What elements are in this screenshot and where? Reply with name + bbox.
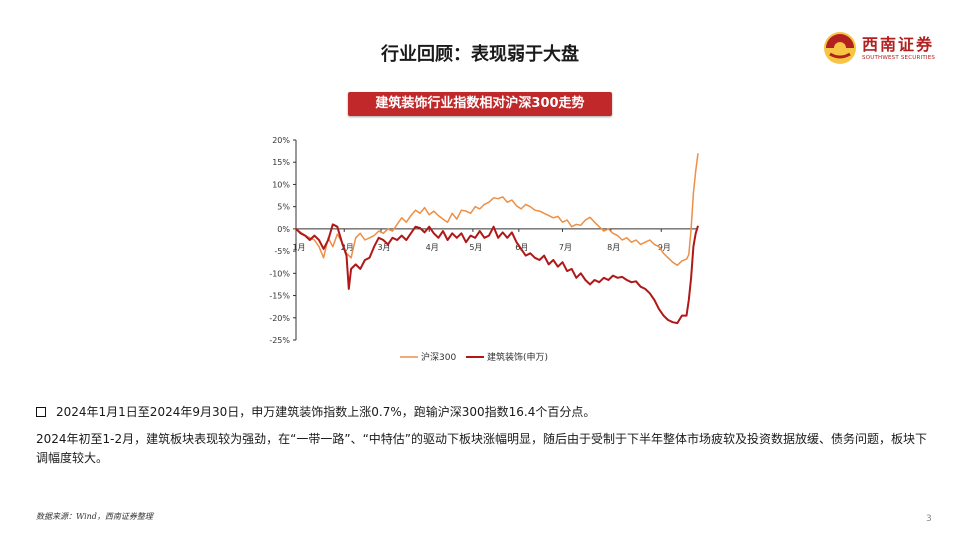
x-tick-label: 8月 [607,243,620,252]
x-tick-label: 3月 [377,243,390,252]
legend-label: 建筑装饰(申万) [487,351,548,363]
series-layer [295,153,699,325]
x-axis: 1月 2月 3月 4月 5月 6月 7月 8月 9月 [292,228,698,252]
y-tick-label: -25% [269,336,290,345]
series-line-2 [295,223,699,325]
brand-name-en: SOUTHWEST SECURITIES [862,55,936,61]
x-tick-label: 7月 [559,243,572,252]
y-tick-label: -5% [274,247,290,256]
page-number: 3 [926,514,932,524]
x-tick-label: 1月 [292,243,305,252]
y-tick-label: 5% [277,203,290,212]
square-bullet-icon [36,407,46,417]
y-tick-label: 15% [272,158,290,167]
x-tick-label: 4月 [426,243,439,252]
relative-performance-chart: 20% 15% 10% 5% 0% -5% -10% -15% -20% -25% 1月 2月 3月 4… [269,136,699,363]
summary-bullet-text: 2024年1月1日至2024年9月30日，申万建筑装饰指数上涨0.7%，跑输沪深… [56,405,596,419]
analysis-paragraph: 2024年初至1-2月，建筑板块表现较为强劲，在“一带一路”、“中特估”的驱动下… [36,432,928,465]
brand-name-cn: 西南证券 [862,35,935,54]
series-line-1 [295,153,699,267]
y-tick-label: -20% [269,314,290,323]
y-tick-label: -10% [269,269,290,278]
chart-legend: 沪深300 建筑装饰(申万) [400,351,548,363]
chart-title-banner: 建筑装饰行业指数相对沪深300走势 [348,92,612,116]
y-axis: 20% 15% 10% 5% 0% -5% -10% -15% -20% -25% [269,136,297,345]
legend-label: 沪深300 [421,351,456,363]
brand-emblem-icon [824,32,856,64]
x-tick-label: 9月 [658,243,671,252]
x-tick-label: 2月 [341,243,354,252]
data-source-note: 数据来源：Wind，西南证券整理 [36,512,153,521]
x-tick-label: 6月 [515,243,528,252]
y-tick-label: 20% [272,136,290,145]
y-tick-label: -15% [269,292,290,301]
x-tick-label: 5月 [469,243,482,252]
y-tick-label: 0% [277,225,290,234]
page-title: 行业回顾：表现弱于大盘 [381,44,579,65]
brand-logo: 西南证券 SOUTHWEST SECURITIES [822,28,942,68]
y-tick-label: 10% [272,180,290,189]
summary-bullet: 2024年1月1日至2024年9月30日，申万建筑装饰指数上涨0.7%，跑输沪深… [36,403,595,420]
